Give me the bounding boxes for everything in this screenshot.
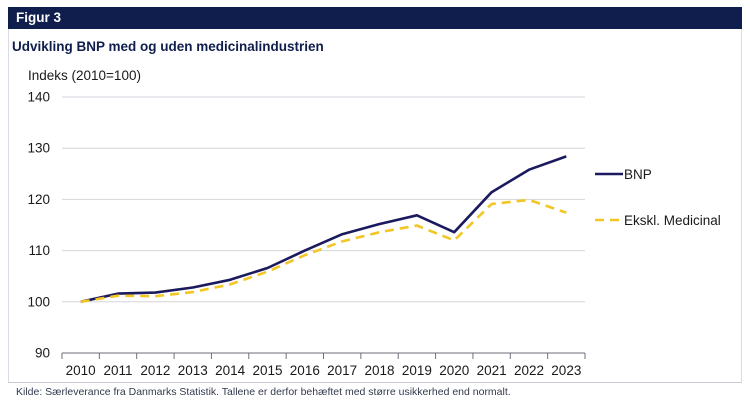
legend-label: Ekskl. Medicinal xyxy=(624,213,721,228)
y-tick-label: 100 xyxy=(27,294,50,309)
y-tick-label: 130 xyxy=(27,141,50,156)
x-tick-label: 2022 xyxy=(514,363,544,378)
series-line-ekskl-medicinal xyxy=(80,198,567,304)
x-tick-label: 2013 xyxy=(178,363,208,378)
legend: BNP Ekskl. Medicinal xyxy=(595,167,721,228)
x-tick-label: 2021 xyxy=(477,363,507,378)
x-tick-label: 2019 xyxy=(402,363,432,378)
y-axis-label: Indeks (2010=100) xyxy=(28,68,141,83)
y-tick-labels: 90 100 110 120 130 140 xyxy=(27,90,50,361)
x-tick-label: 2017 xyxy=(327,363,357,378)
x-tick-labels: 2010 2011 2012 2013 2014 2015 2016 2017 2018 2019… xyxy=(66,363,582,378)
source-note: Kilde: Særleverance fra Danmarks Statist… xyxy=(16,386,511,398)
figure-label: Figur 3 xyxy=(16,10,62,25)
series-line-bnp xyxy=(80,155,567,304)
y-tick-label: 140 xyxy=(27,90,50,105)
figure-header: Figur 3 xyxy=(8,7,742,29)
series-lines xyxy=(80,155,567,304)
legend-label: BNP xyxy=(624,167,652,182)
x-tick-label: 2014 xyxy=(215,363,246,378)
x-tick-label: 2011 xyxy=(104,363,133,378)
x-tick-label: 2015 xyxy=(252,363,282,378)
x-axis xyxy=(61,352,586,359)
x-tick-label: 2023 xyxy=(551,363,581,378)
figure-subtitle: Udvikling BNP med og uden medicinalindus… xyxy=(12,39,324,54)
x-tick-label: 2012 xyxy=(140,363,170,378)
x-tick-label: 2018 xyxy=(365,363,395,378)
x-tick-label: 2010 xyxy=(66,363,96,378)
grid-lines xyxy=(62,96,585,354)
x-tick-label: 2020 xyxy=(439,363,469,378)
x-tick-label: 2016 xyxy=(290,363,320,378)
y-tick-label: 90 xyxy=(35,346,50,361)
y-tick-label: 120 xyxy=(27,192,50,207)
y-tick-label: 110 xyxy=(28,243,50,258)
